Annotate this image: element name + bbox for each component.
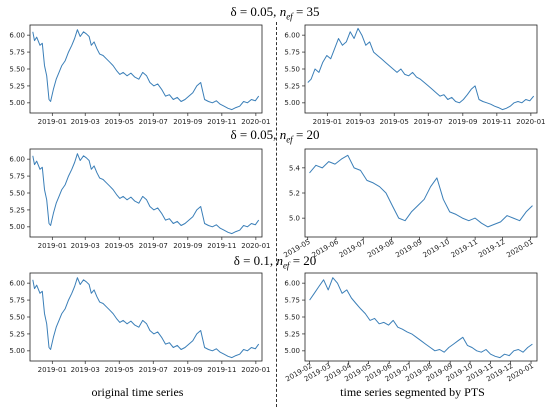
axes-frame <box>304 24 538 114</box>
row-title-subscript: ef <box>286 134 293 145</box>
y-tick-label: 5.50 <box>9 313 25 321</box>
y-tick-label: 5.4 <box>289 164 301 172</box>
y-tick-label: 5.00 <box>284 347 300 355</box>
x-tick-label: 2019-03 <box>71 242 100 250</box>
y-tick-label: 5.50 <box>9 65 25 73</box>
y-tick-label: 5.50 <box>284 313 300 321</box>
y-tick-label: 5.75 <box>284 296 300 304</box>
y-tick-label: 5.25 <box>9 206 25 214</box>
caption-segmented: time series segmented by PTS <box>340 385 485 399</box>
y-tick-label: 6.00 <box>9 280 25 288</box>
chart-row2-original: 5.00 5.25 5.50 5.75 6.00 2019-01 2019-03 2019-0… <box>9 148 270 250</box>
x-tick-label: 2019-05 <box>105 242 134 250</box>
row-title-value: = 35 <box>292 4 320 19</box>
x-tick-label: 2020-01 <box>241 366 270 374</box>
x-tick-label: 2019-07 <box>139 366 168 374</box>
x-tick-label: 2019-05 <box>105 366 134 374</box>
caption-original: original time series <box>91 385 184 399</box>
row-title-1: δ = 0.05, nef = 35 <box>0 4 550 22</box>
x-tick-label: 2019-01 <box>38 242 67 250</box>
chart-row3-original: 5.00 5.25 5.50 5.75 6.00 2019-01 2019-03 2019-0… <box>9 272 270 374</box>
y-tick-label: 5.00 <box>9 223 25 231</box>
x-tick-label: 2019-05 <box>105 118 134 126</box>
row-title-delta: δ = 0.1, <box>233 253 277 268</box>
y-tick-label: 6.00 <box>9 32 25 40</box>
series-line <box>309 154 533 228</box>
x-tick-label: 2019-05 <box>380 118 409 126</box>
chart-row2-segmented: 5.05.25.42019-052019-062019-072019-08201… <box>282 148 538 259</box>
y-tick-label: 5.75 <box>9 296 25 304</box>
row-title-delta: δ = 0.05, <box>230 127 280 142</box>
row-title-n: n <box>279 127 287 142</box>
y-tick-label: 5.0 <box>289 215 300 223</box>
y-tick-label: 5.50 <box>9 189 25 197</box>
y-tick-label: 5.25 <box>284 82 300 90</box>
row-title-subscript: ef <box>282 260 290 271</box>
x-tick-label: 2020-01 <box>241 242 270 250</box>
y-tick-label: 5.2 <box>289 189 300 197</box>
axes-frame <box>29 24 263 114</box>
axes-frame <box>29 272 263 362</box>
y-tick-label: 6.00 <box>284 32 300 40</box>
y-tick-label: 5.25 <box>9 82 25 90</box>
row-title-value: = 20 <box>292 127 320 142</box>
axes-frame <box>29 148 263 238</box>
x-tick-label: 2019-11 <box>482 118 511 126</box>
axes-frame <box>304 148 538 238</box>
x-tick-label: 2019-11 <box>207 118 236 126</box>
row-title-subscript: ef <box>286 11 293 22</box>
y-tick-label: 5.00 <box>9 347 25 355</box>
x-tick-label: 2020-01 <box>241 118 270 126</box>
x-tick-label: 2019-01 <box>313 118 342 126</box>
y-tick-label: 6.00 <box>284 280 300 288</box>
series-line <box>309 277 533 359</box>
row-title-n: n <box>279 4 287 19</box>
x-tick-label: 2019-09 <box>173 242 202 250</box>
chart-row1-segmented: 5.00 5.25 5.50 5.75 6.00 2019-01 2019-03 2019-0… <box>284 24 545 126</box>
y-tick-label: 6.00 <box>9 156 25 164</box>
chart-row1-original: 5.00 5.25 5.50 5.75 6.00 2019-01 2019-03 2019-0… <box>9 24 270 126</box>
series-line <box>32 277 260 359</box>
x-tick-label: 2020-01 <box>516 118 545 126</box>
x-tick-label: 2019-11 <box>207 366 236 374</box>
y-tick-label: 5.75 <box>284 48 300 56</box>
row-title-delta: δ = 0.05, <box>230 4 280 19</box>
x-tick-label: 2019-07 <box>414 118 443 126</box>
series-line <box>32 153 260 235</box>
x-tick-label: 2019-11 <box>207 242 236 250</box>
y-tick-label: 5.00 <box>284 99 300 107</box>
axes-frame <box>304 272 538 362</box>
x-tick-label: 2019-03 <box>346 118 375 126</box>
y-tick-label: 5.75 <box>9 172 25 180</box>
x-tick-label: 2019-01 <box>38 366 67 374</box>
x-tick-label: 2019-07 <box>139 242 168 250</box>
y-tick-label: 5.75 <box>9 48 25 56</box>
row-title-3: δ = 0.1, nef = 20 <box>0 253 550 271</box>
y-tick-label: 5.50 <box>284 65 300 73</box>
row-title-2: δ = 0.05, nef = 20 <box>0 127 550 145</box>
y-tick-label: 5.25 <box>284 330 300 338</box>
x-tick-label: 2019-09 <box>173 118 202 126</box>
series-line <box>307 27 535 111</box>
x-tick-label: 2019-01 <box>38 118 67 126</box>
x-tick-label: 2019-09 <box>448 118 477 126</box>
x-tick-label: 2019-03 <box>71 118 100 126</box>
y-tick-label: 5.25 <box>9 330 25 338</box>
row-title-n: n <box>276 253 283 268</box>
x-tick-label: 2019-09 <box>173 366 202 374</box>
series-line <box>32 29 260 111</box>
chart-row3-segmented: 5.005.255.505.756.002019-022019-032019-0… <box>284 272 538 383</box>
row-title-value: = 20 <box>289 253 317 268</box>
panel-divider <box>276 22 277 407</box>
x-tick-label: 2019-03 <box>71 366 100 374</box>
y-tick-label: 5.00 <box>9 99 25 107</box>
x-tick-label: 2019-07 <box>139 118 168 126</box>
